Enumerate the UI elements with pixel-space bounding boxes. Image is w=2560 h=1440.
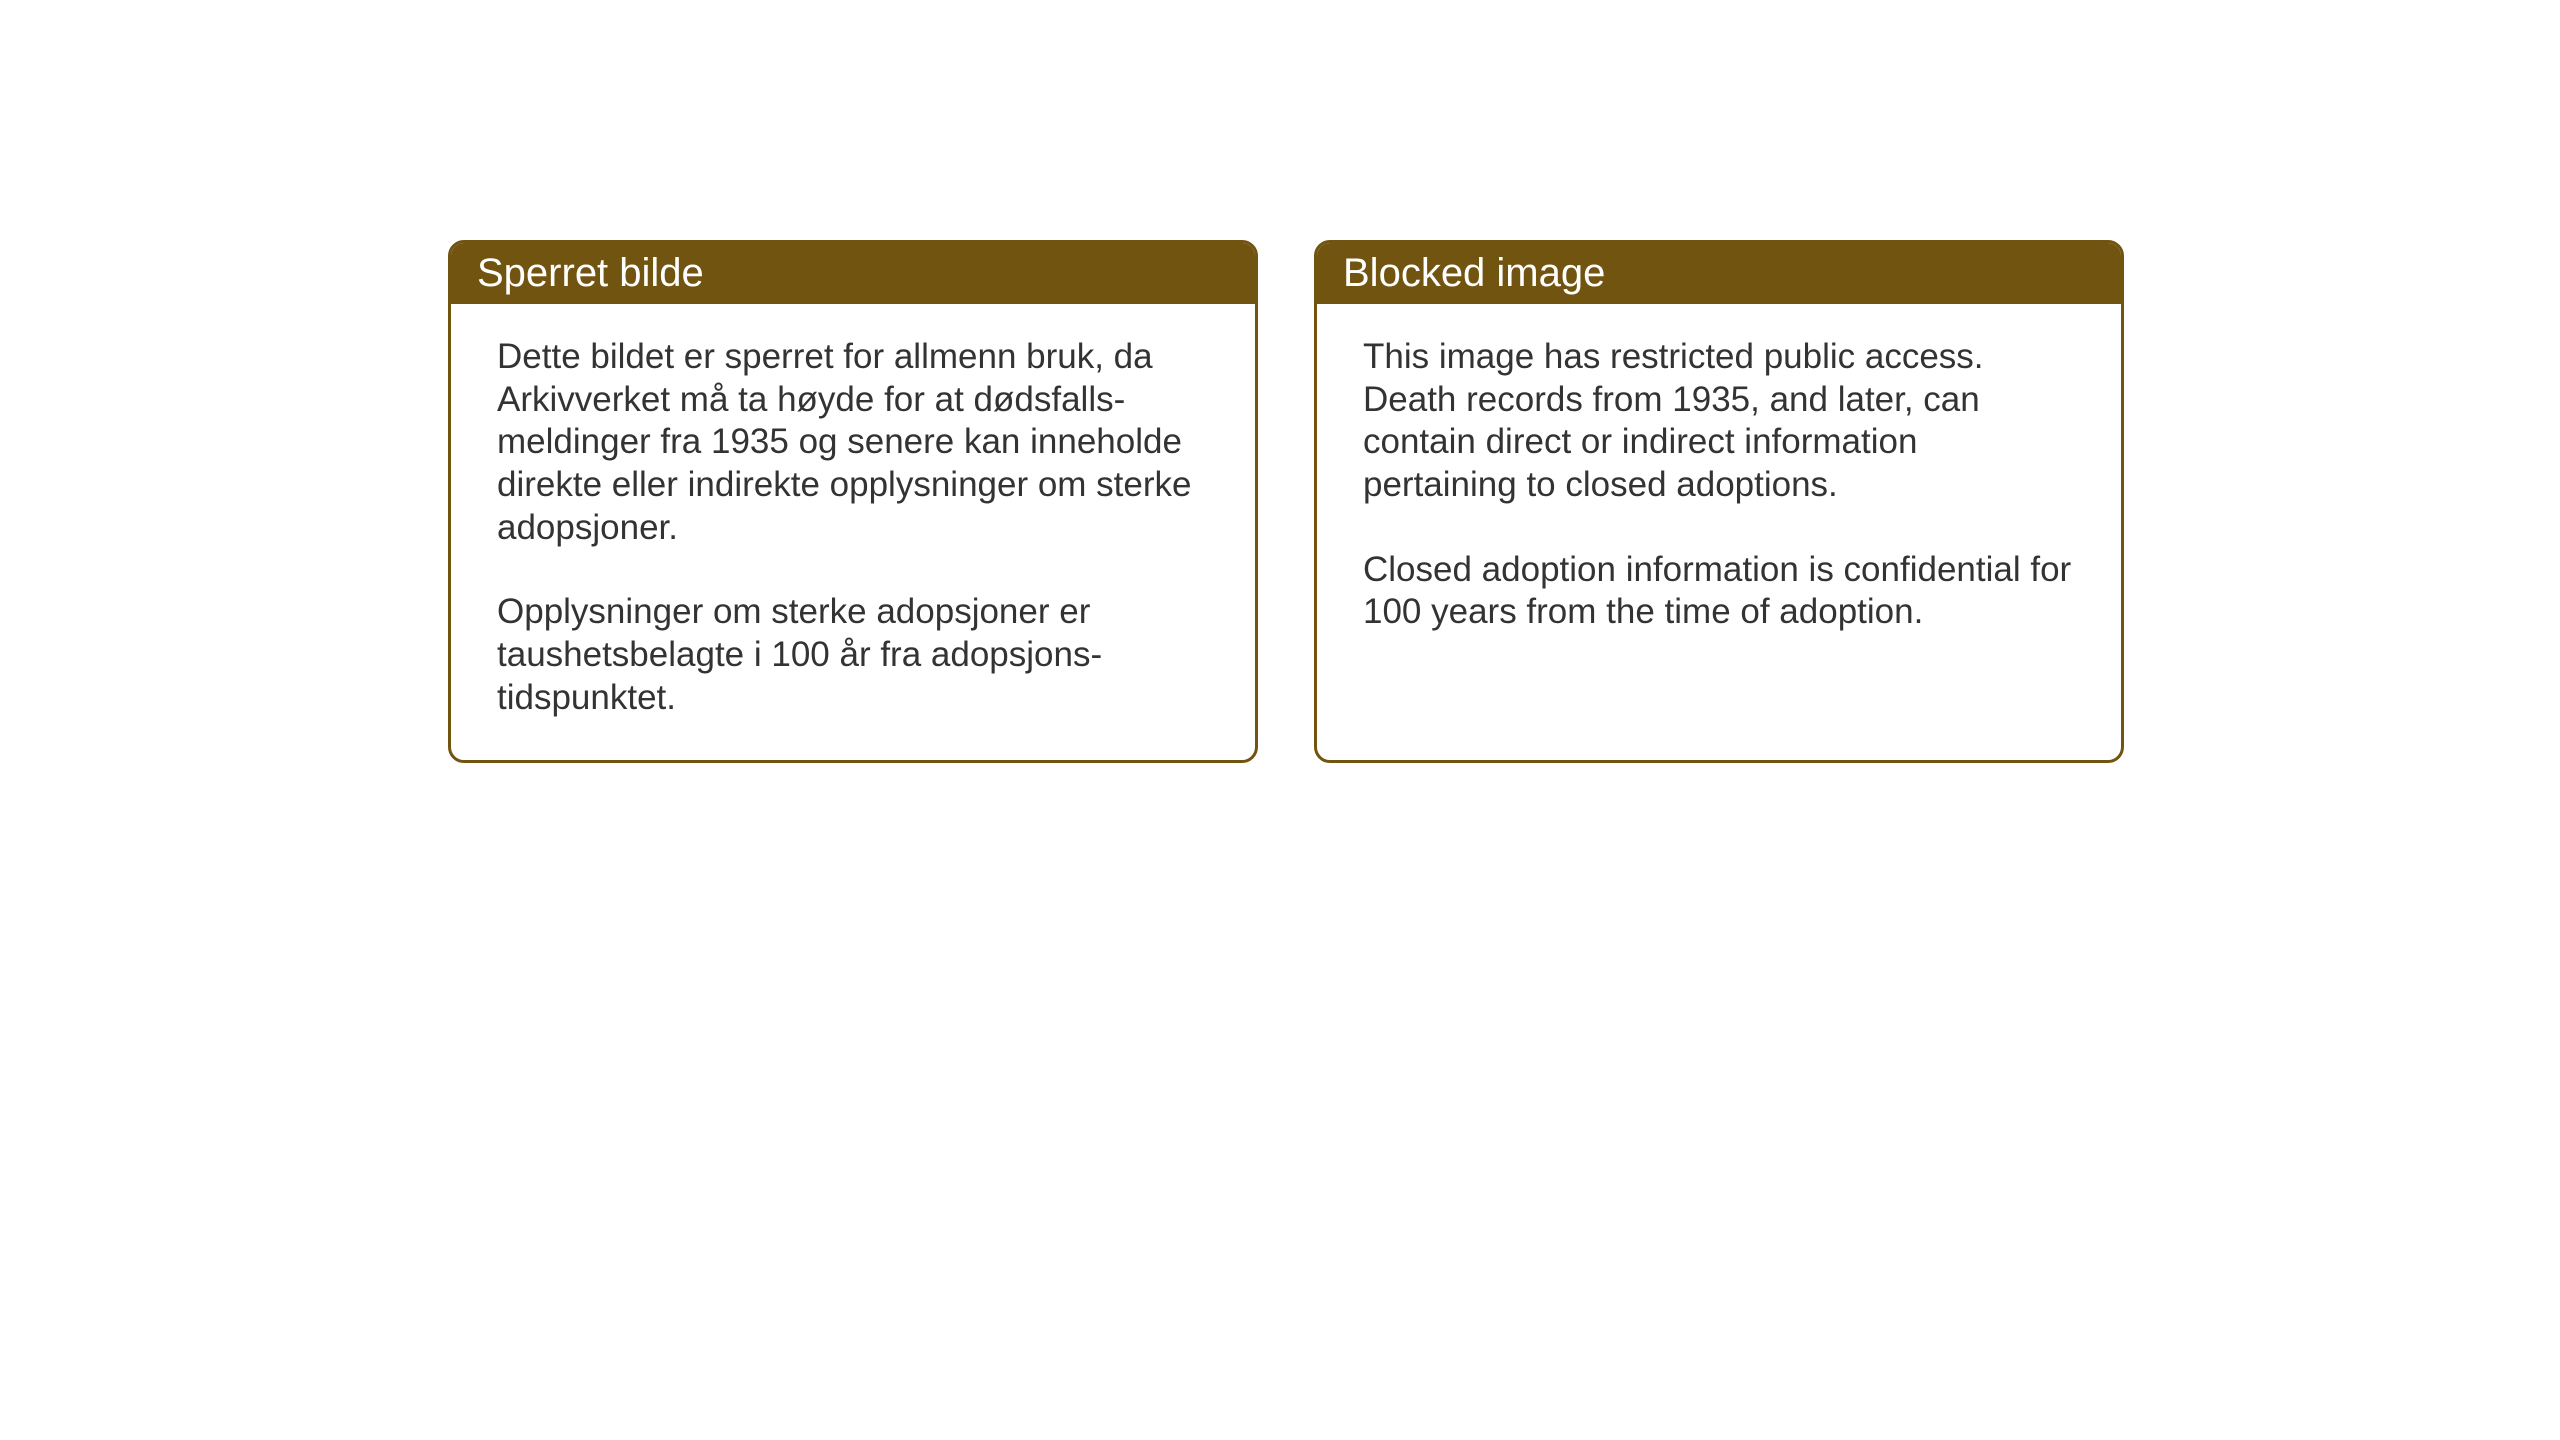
card-norwegian-title: Sperret bilde	[477, 251, 704, 295]
card-norwegian-body: Dette bildet er sperret for allmenn bruk…	[451, 304, 1255, 760]
card-english-paragraph-2: Closed adoption information is confident…	[1363, 549, 2075, 634]
card-english-body: This image has restricted public access.…	[1317, 304, 2121, 674]
card-norwegian: Sperret bilde Dette bildet er sperret fo…	[448, 240, 1258, 763]
cards-container: Sperret bilde Dette bildet er sperret fo…	[448, 240, 2124, 763]
card-english-paragraph-1: This image has restricted public access.…	[1363, 336, 2075, 507]
card-norwegian-header: Sperret bilde	[451, 243, 1255, 304]
card-norwegian-paragraph-2: Opplysninger om sterke adopsjoner er tau…	[497, 591, 1209, 719]
card-norwegian-paragraph-1: Dette bildet er sperret for allmenn bruk…	[497, 336, 1209, 549]
card-english-title: Blocked image	[1343, 251, 1605, 295]
card-english-header: Blocked image	[1317, 243, 2121, 304]
card-english: Blocked image This image has restricted …	[1314, 240, 2124, 763]
